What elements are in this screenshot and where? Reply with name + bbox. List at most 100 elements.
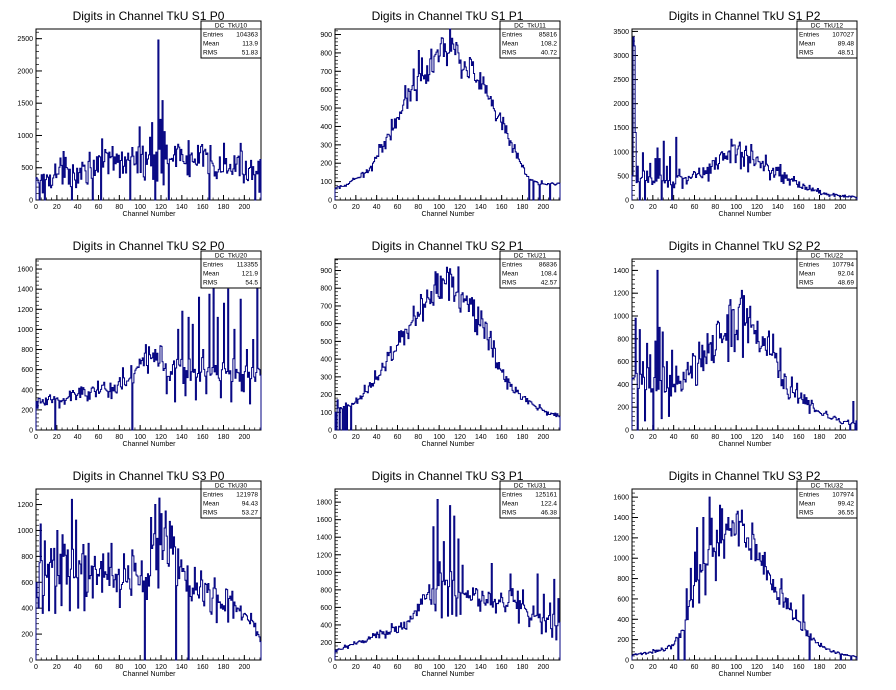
x-tick-label: 40 <box>74 434 82 441</box>
stats-box-frame <box>499 480 561 519</box>
x-tick-label: 160 <box>793 664 805 671</box>
y-tick-label: 800 <box>320 286 332 293</box>
x-tick-label: 140 <box>176 664 188 671</box>
y-tick-label: 1200 <box>17 502 33 509</box>
x-tick-label: 120 <box>155 434 167 441</box>
y-tick-label: 0 <box>625 428 629 435</box>
x-tick-label: 200 <box>834 204 846 211</box>
x-tick-label: 40 <box>74 204 82 211</box>
histogram-title: Digits in Channel TkU S2 P2 <box>669 239 821 253</box>
stats-entries-value: 85816 <box>539 32 557 39</box>
y-tick-label: 500 <box>320 339 332 346</box>
x-axis-label: Channel Number <box>422 441 476 448</box>
x-tick-label: 160 <box>496 664 508 671</box>
y-tick-label: 200 <box>320 161 332 168</box>
stats-box: DC_TkU31 Entries 125161 Mean 122.4 RMS 46.38 <box>499 480 561 519</box>
y-tick-label: 1000 <box>613 149 629 156</box>
x-tick-label: 180 <box>517 434 529 441</box>
x-tick-label: 60 <box>95 204 103 211</box>
histogram-title: Digits in Channel TkU S2 P0 <box>73 239 225 253</box>
y-tick-label: 0 <box>625 658 629 665</box>
x-tick-label: 80 <box>115 664 123 671</box>
stats-rms-value: 54.5 <box>245 280 258 287</box>
histogram-pad-9: Digits in Channel TkU S3 P20200400600800… <box>613 469 858 678</box>
x-tick-label: 60 <box>394 204 402 211</box>
y-tick-label: 600 <box>617 596 629 603</box>
y-tick-label: 0 <box>328 198 332 205</box>
x-tick-label: 80 <box>115 434 123 441</box>
stats-entries-label: Entries <box>502 262 523 269</box>
stats-mean-value: 121.9 <box>242 271 259 278</box>
stats-box-frame <box>200 250 262 289</box>
x-tick-label: 140 <box>475 434 487 441</box>
plot-frame <box>334 28 561 201</box>
x-tick-label: 60 <box>691 664 699 671</box>
stats-name: DC_TkU31 <box>514 483 547 490</box>
stats-box-frame <box>200 480 262 519</box>
y-tick-label: 2500 <box>613 77 629 84</box>
x-tick-label: 40 <box>373 204 381 211</box>
stats-mean-label: Mean <box>203 41 220 48</box>
stats-mean-label: Mean <box>502 501 519 508</box>
x-tick-label: 200 <box>537 434 549 441</box>
stats-entries-value: 107794 <box>832 262 854 269</box>
stats-entries-label: Entries <box>799 262 820 269</box>
x-tick-label: 80 <box>115 204 123 211</box>
y-tick-label: 500 <box>617 173 629 180</box>
x-axis-label: Channel Number <box>422 671 476 678</box>
y-tick-label: 800 <box>21 554 33 561</box>
y-tick-label: 200 <box>21 632 33 639</box>
x-tick-label: 140 <box>176 204 188 211</box>
stats-rms-label: RMS <box>203 50 218 57</box>
stats-name: DC_TkU12 <box>811 23 844 30</box>
y-tick-label: 1800 <box>316 500 332 507</box>
y-tick-label: 100 <box>320 410 332 417</box>
y-tick-label: 1600 <box>613 495 629 502</box>
y-tick-label: 2500 <box>17 36 33 43</box>
stats-mean-label: Mean <box>799 271 816 278</box>
x-tick-label: 100 <box>433 204 445 211</box>
x-tick-label: 180 <box>814 434 826 441</box>
x-tick-label: 20 <box>352 664 360 671</box>
y-tick-label: 1500 <box>613 125 629 132</box>
x-axis-label: Channel Number <box>123 211 177 218</box>
x-tick-label: 40 <box>373 664 381 671</box>
x-tick-label: 200 <box>834 664 846 671</box>
histogram-title: Digits in Channel TkU S2 P1 <box>372 239 524 253</box>
stats-mean-value: 99.42 <box>838 501 855 508</box>
y-tick-label: 1000 <box>17 133 33 140</box>
stats-rms-label: RMS <box>502 510 517 517</box>
stats-entries-value: 86836 <box>539 262 557 269</box>
x-tick-label: 200 <box>238 434 250 441</box>
stats-rms-label: RMS <box>203 510 218 517</box>
histogram-title: Digits in Channel TkU S3 P0 <box>73 469 225 483</box>
y-tick-label: 1000 <box>316 570 332 577</box>
histogram-pad-5: Digits in Channel TkU S2 P10100200300400… <box>320 239 561 448</box>
plot-frame <box>35 258 262 431</box>
x-tick-label: 180 <box>814 664 826 671</box>
stats-entries-value: 107027 <box>832 32 854 39</box>
x-tick-label: 120 <box>751 204 763 211</box>
x-tick-label: 0 <box>34 204 38 211</box>
x-tick-label: 40 <box>670 204 678 211</box>
y-tick-label: 600 <box>320 605 332 612</box>
y-tick-label: 3000 <box>613 53 629 60</box>
stats-entries-value: 113355 <box>237 262 259 269</box>
y-tick-label: 800 <box>320 587 332 594</box>
x-tick-label: 100 <box>433 434 445 441</box>
stats-mean-label: Mean <box>203 271 220 278</box>
x-tick-label: 200 <box>238 204 250 211</box>
histogram-title: Digits in Channel TkU S1 P1 <box>372 9 524 23</box>
stats-mean-value: 113.9 <box>242 41 258 48</box>
y-tick-label: 1000 <box>613 556 629 563</box>
x-tick-label: 200 <box>238 664 250 671</box>
histogram-line <box>631 269 858 431</box>
stats-mean-value: 108.2 <box>541 41 558 48</box>
y-tick-label: 1600 <box>17 267 33 274</box>
stats-rms-label: RMS <box>799 50 814 57</box>
histogram-line <box>35 39 262 201</box>
y-tick-label: 900 <box>320 32 332 39</box>
x-tick-label: 20 <box>649 664 657 671</box>
x-tick-label: 20 <box>649 434 657 441</box>
y-tick-label: 600 <box>617 359 629 366</box>
